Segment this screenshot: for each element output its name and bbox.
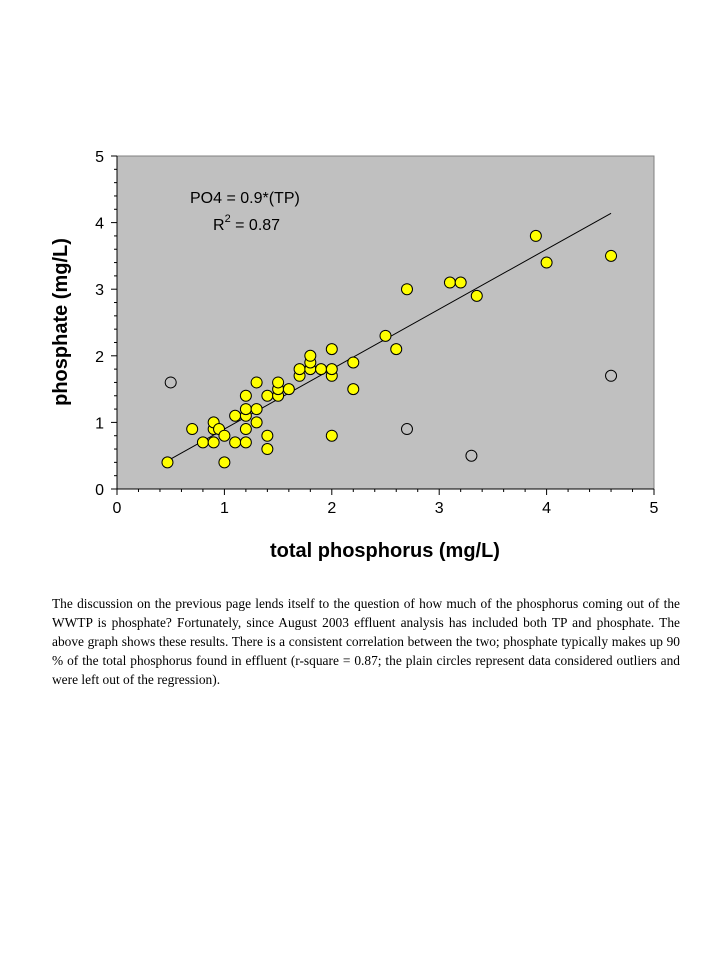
x-tick-label: 1	[220, 500, 229, 517]
data-point	[282, 383, 295, 396]
data-point	[540, 256, 553, 269]
y-tick-label: 4	[95, 216, 104, 233]
outlier-point	[164, 376, 177, 389]
data-point	[325, 343, 338, 356]
data-point	[261, 389, 274, 402]
data-point	[315, 363, 328, 376]
x-tick-label: 5	[650, 500, 659, 517]
r-squared-label: R2 = 0.87	[213, 213, 280, 234]
r-squared-value: = 0.87	[231, 217, 280, 234]
plot-area	[116, 155, 655, 490]
data-point	[239, 403, 252, 416]
r-squared-prefix: R	[213, 217, 225, 234]
data-point	[529, 229, 542, 242]
data-point	[470, 289, 483, 302]
data-point	[400, 283, 413, 296]
equation-label: PO4 = 0.9*(TP)	[190, 190, 300, 207]
data-point	[347, 356, 360, 369]
data-point	[250, 416, 263, 429]
x-axis-label: total phosphorus (mg/L)	[270, 540, 500, 562]
r-squared-superscript: 2	[225, 213, 231, 225]
data-point	[325, 429, 338, 442]
data-point	[196, 436, 209, 449]
data-point	[250, 376, 263, 389]
data-point	[186, 423, 199, 436]
data-point	[454, 276, 467, 289]
y-tick-label: 1	[95, 415, 104, 432]
data-point	[379, 329, 392, 342]
x-tick-label: 0	[113, 500, 122, 517]
data-point	[304, 349, 317, 362]
data-point	[390, 343, 403, 356]
caption-paragraph: The discussion on the previous page lend…	[52, 596, 680, 687]
data-point	[161, 456, 174, 469]
data-point	[229, 436, 242, 449]
outlier-point	[400, 423, 413, 436]
data-point	[293, 363, 306, 376]
data-point	[229, 409, 242, 422]
data-point	[347, 383, 360, 396]
x-tick-label: 3	[435, 500, 444, 517]
data-point	[239, 389, 252, 402]
data-point	[272, 376, 285, 389]
data-point	[325, 363, 338, 376]
outlier-point	[465, 449, 478, 462]
data-point	[605, 249, 618, 262]
data-point	[218, 456, 231, 469]
x-tick-label: 4	[542, 500, 551, 517]
data-point	[218, 429, 231, 442]
data-point	[250, 403, 263, 416]
data-point	[207, 436, 220, 449]
data-point	[261, 443, 274, 456]
x-tick-label: 2	[327, 500, 336, 517]
y-axis-label: phosphate (mg/L)	[50, 238, 72, 406]
data-point	[239, 436, 252, 449]
data-point	[261, 429, 274, 442]
y-tick-label: 0	[95, 482, 104, 499]
y-tick-label: 3	[95, 282, 104, 299]
y-tick-label: 2	[95, 349, 104, 366]
outlier-point	[605, 369, 618, 382]
y-tick-label: 5	[95, 149, 104, 166]
data-point	[239, 423, 252, 436]
data-point	[443, 276, 456, 289]
